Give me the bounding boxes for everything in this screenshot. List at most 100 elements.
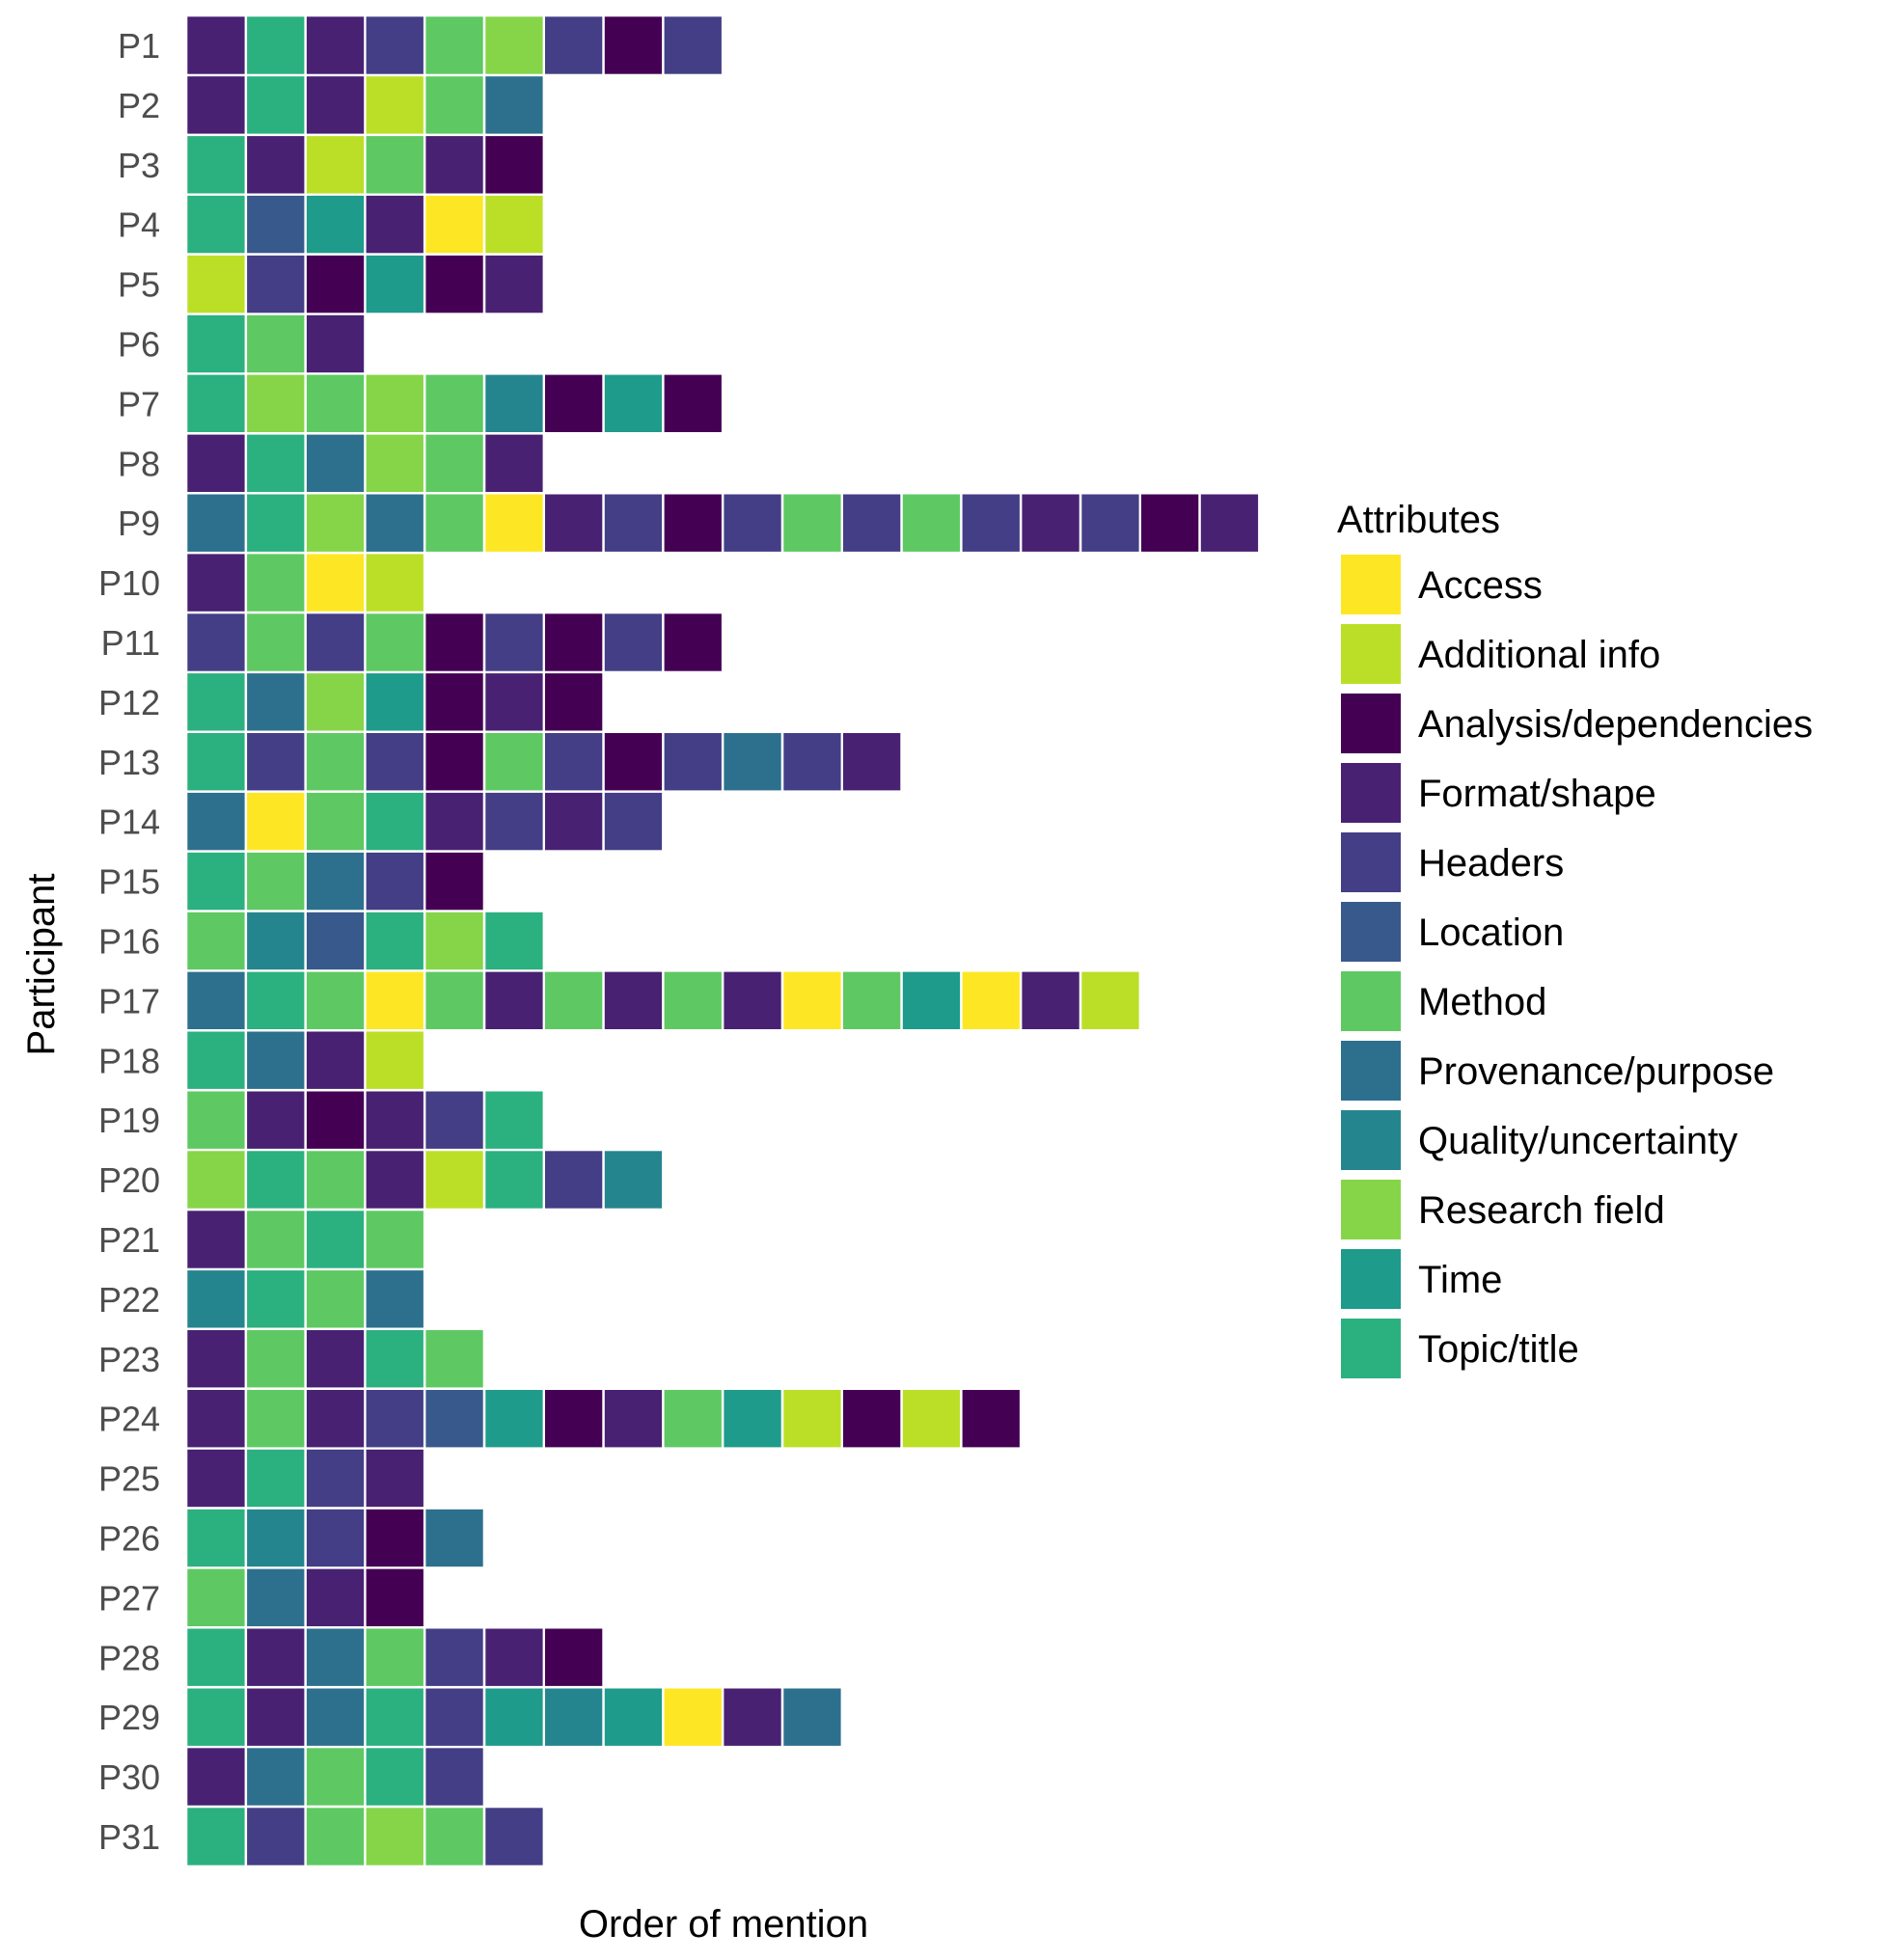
heatmap-cell-p17-16 bbox=[1081, 971, 1139, 1029]
heatmap-cell-p2-2 bbox=[247, 76, 305, 134]
heatmap-cell-p24-8 bbox=[604, 1390, 663, 1448]
heatmap-cell-p30-1 bbox=[187, 1748, 245, 1806]
y-tick-label-p23: P23 bbox=[98, 1340, 160, 1379]
heatmap-cell-p2-4 bbox=[366, 76, 424, 134]
heatmap-cell-p6-2 bbox=[247, 314, 305, 373]
y-tick-label-p21: P21 bbox=[98, 1220, 160, 1260]
heatmap-cell-p18-2 bbox=[247, 1031, 305, 1089]
heatmap-cell-p4-5 bbox=[425, 195, 483, 254]
heatmap-cell-p15-4 bbox=[366, 852, 424, 911]
heatmap-cell-p11-7 bbox=[545, 613, 603, 671]
legend-swatch-9 bbox=[1341, 1180, 1401, 1239]
heatmap-cell-p29-6 bbox=[485, 1688, 543, 1746]
heatmap-cell-p23-4 bbox=[366, 1330, 424, 1388]
legend-label-8: Quality/uncertainty bbox=[1418, 1120, 1737, 1162]
heatmap-cell-p16-6 bbox=[485, 912, 543, 970]
heatmap-cell-p10-4 bbox=[366, 554, 424, 612]
heatmap-cell-p5-2 bbox=[247, 255, 305, 313]
heatmap-cell-p12-5 bbox=[425, 673, 483, 731]
heatmap-cell-p3-3 bbox=[306, 136, 365, 194]
y-tick-label-p28: P28 bbox=[98, 1638, 160, 1677]
heatmap-cell-p27-2 bbox=[247, 1568, 305, 1626]
heatmap-cell-p13-12 bbox=[843, 733, 901, 791]
y-tick-label-p4: P4 bbox=[118, 205, 160, 245]
heatmap-cell-p29-3 bbox=[306, 1688, 365, 1746]
heatmap-cell-p6-1 bbox=[187, 314, 245, 373]
heatmap-cell-p16-4 bbox=[366, 912, 424, 970]
legend-swatch-4 bbox=[1341, 832, 1401, 892]
legend-swatch-5 bbox=[1341, 902, 1401, 962]
heatmap-cell-p26-1 bbox=[187, 1509, 245, 1567]
heatmap-cell-p15-3 bbox=[306, 852, 365, 911]
heatmap-cell-p24-13 bbox=[902, 1390, 961, 1448]
y-tick-label-p11: P11 bbox=[101, 623, 160, 663]
heatmap-cells bbox=[187, 16, 1259, 1865]
heatmap-cell-p28-5 bbox=[425, 1628, 483, 1686]
heatmap-cell-p9-14 bbox=[962, 494, 1020, 552]
legend-label-1: Additional info bbox=[1418, 634, 1660, 676]
heatmap-cell-p5-6 bbox=[485, 255, 543, 313]
heatmap-cell-p2-5 bbox=[425, 76, 483, 134]
legend: Attributes Access Additional info Analysis… bbox=[1337, 499, 1813, 1378]
heatmap-cell-p9-15 bbox=[1022, 494, 1080, 552]
heatmap-cell-p11-5 bbox=[425, 613, 483, 671]
heatmap-cell-p11-6 bbox=[485, 613, 543, 671]
heatmap-cell-p18-4 bbox=[366, 1031, 424, 1089]
heatmap-cell-p10-1 bbox=[187, 554, 245, 612]
heatmap-cell-p31-5 bbox=[425, 1808, 483, 1865]
y-tick-label-p7: P7 bbox=[118, 384, 160, 423]
heatmap-cell-p19-1 bbox=[187, 1091, 245, 1149]
y-tick-label-p19: P19 bbox=[98, 1101, 160, 1140]
heatmap-cell-p26-3 bbox=[306, 1509, 365, 1567]
heatmap-cell-p22-4 bbox=[366, 1270, 424, 1328]
heatmap-cell-p19-4 bbox=[366, 1091, 424, 1149]
heatmap-cell-p9-3 bbox=[306, 494, 365, 552]
legend-label-10: Time bbox=[1418, 1259, 1502, 1301]
heatmap-cell-p29-11 bbox=[783, 1688, 841, 1746]
heatmap-cell-p14-5 bbox=[425, 792, 483, 851]
legend-label-2: Analysis/dependencies bbox=[1418, 703, 1813, 746]
heatmap-cell-p8-2 bbox=[247, 434, 305, 492]
heatmap-cell-p25-2 bbox=[247, 1449, 305, 1508]
y-tick-label-p13: P13 bbox=[98, 743, 160, 782]
heatmap-cell-p8-6 bbox=[485, 434, 543, 492]
heatmap-cell-p9-2 bbox=[247, 494, 305, 552]
heatmap-cell-p9-12 bbox=[843, 494, 901, 552]
heatmap-cell-p31-4 bbox=[366, 1808, 424, 1865]
heatmap-cell-p18-1 bbox=[187, 1031, 245, 1089]
heatmap-cell-p13-2 bbox=[247, 733, 305, 791]
heatmap-cell-p29-4 bbox=[366, 1688, 424, 1746]
heatmap-cell-p16-2 bbox=[247, 912, 305, 970]
heatmap-cell-p21-1 bbox=[187, 1211, 245, 1268]
heatmap-cell-p8-5 bbox=[425, 434, 483, 492]
heatmap-cell-p15-2 bbox=[247, 852, 305, 911]
heatmap-cell-p14-1 bbox=[187, 792, 245, 851]
heatmap-cell-p17-10 bbox=[724, 971, 781, 1029]
heatmap-cell-p9-11 bbox=[783, 494, 841, 552]
y-tick-label-p10: P10 bbox=[98, 563, 160, 603]
heatmap-cell-p13-7 bbox=[545, 733, 603, 791]
heatmap-cell-p20-8 bbox=[604, 1151, 663, 1209]
heatmap-cell-p8-4 bbox=[366, 434, 424, 492]
heatmap-cell-p30-2 bbox=[247, 1748, 305, 1806]
heatmap-cell-p14-8 bbox=[604, 792, 663, 851]
heatmap-cell-p24-4 bbox=[366, 1390, 424, 1448]
heatmap-cell-p31-3 bbox=[306, 1808, 365, 1865]
heatmap-cell-p28-1 bbox=[187, 1628, 245, 1686]
y-tick-label-p31: P31 bbox=[98, 1817, 160, 1857]
heatmap-cell-p1-6 bbox=[485, 16, 543, 74]
heatmap-cell-p21-4 bbox=[366, 1211, 424, 1268]
heatmap-cell-p21-3 bbox=[306, 1211, 365, 1268]
y-tick-label-p20: P20 bbox=[98, 1160, 160, 1200]
heatmap-cell-p17-13 bbox=[902, 971, 961, 1029]
heatmap-cell-p24-1 bbox=[187, 1390, 245, 1448]
heatmap-cell-p24-5 bbox=[425, 1390, 483, 1448]
heatmap-cell-p4-3 bbox=[306, 195, 365, 254]
heatmap-cell-p7-5 bbox=[425, 374, 483, 432]
heatmap-cell-p2-6 bbox=[485, 76, 543, 134]
heatmap-cell-p17-11 bbox=[783, 971, 841, 1029]
heatmap-cell-p11-3 bbox=[306, 613, 365, 671]
heatmap-cell-p24-9 bbox=[664, 1390, 722, 1448]
heatmap-cell-p19-5 bbox=[425, 1091, 483, 1149]
